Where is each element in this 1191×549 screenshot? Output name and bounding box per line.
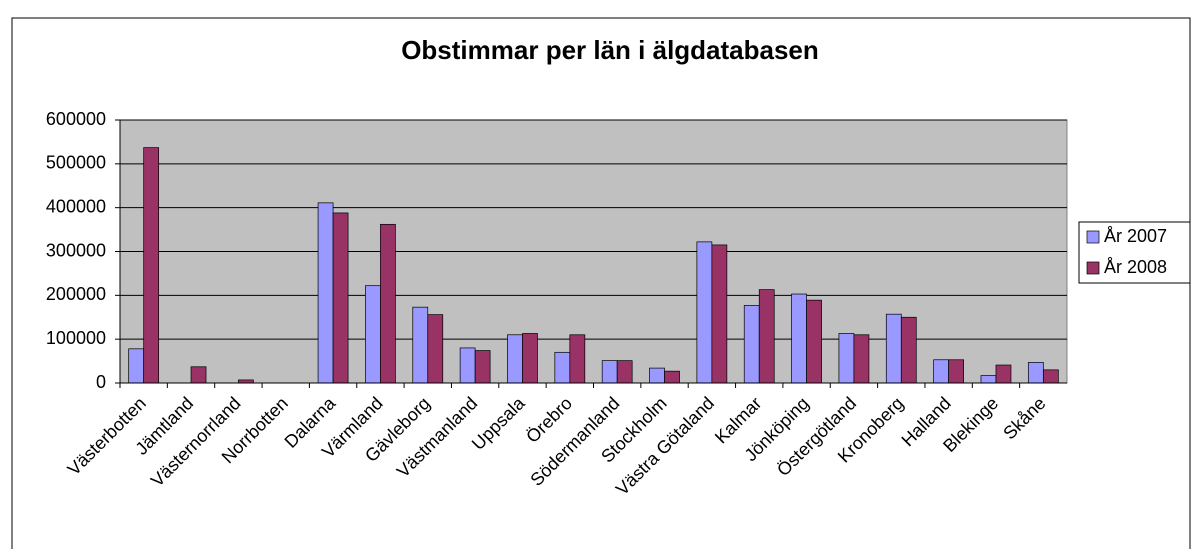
legend-swatch [1086, 230, 1100, 244]
y-tick-label: 300000 [46, 240, 106, 260]
y-tick-label: 600000 [46, 109, 106, 129]
bar [474, 350, 491, 384]
bar [143, 147, 160, 384]
bar [459, 347, 476, 384]
bar [933, 359, 949, 384]
bar [1027, 362, 1044, 384]
y-tick-label: 500000 [46, 153, 106, 173]
bar [365, 285, 381, 384]
bar [380, 223, 396, 384]
y-tick-label: 400000 [46, 196, 106, 216]
bar [791, 293, 807, 384]
y-tick-label: 100000 [46, 328, 106, 348]
bar [317, 202, 334, 384]
bar [838, 333, 855, 384]
y-tick-label: 200000 [46, 284, 106, 304]
y-tick-label: 0 [96, 372, 106, 392]
bar [522, 333, 538, 384]
bar [995, 364, 1012, 384]
legend-label: År 2008 [1104, 257, 1167, 277]
bar [554, 351, 571, 384]
bar [569, 334, 586, 384]
legend-swatch [1086, 261, 1100, 275]
bar [507, 334, 523, 384]
bar [743, 305, 760, 384]
chart-title: Obstimmar per län i älgdatabasen [401, 35, 819, 65]
bar [696, 241, 713, 384]
bar [1042, 369, 1059, 384]
legend-label: År 2007 [1104, 226, 1167, 246]
bar [332, 212, 349, 384]
bar [664, 370, 680, 384]
bar [885, 313, 902, 384]
bar [616, 360, 633, 384]
bar [190, 366, 207, 384]
bar [128, 348, 145, 384]
bar [948, 359, 964, 384]
bar [853, 334, 870, 384]
bar [427, 314, 444, 384]
bar [649, 367, 665, 384]
bar [758, 289, 775, 384]
bar [806, 299, 822, 384]
bar [900, 316, 917, 384]
bar [412, 306, 429, 384]
bar [980, 375, 997, 384]
bar [601, 360, 618, 384]
bar [711, 244, 728, 384]
